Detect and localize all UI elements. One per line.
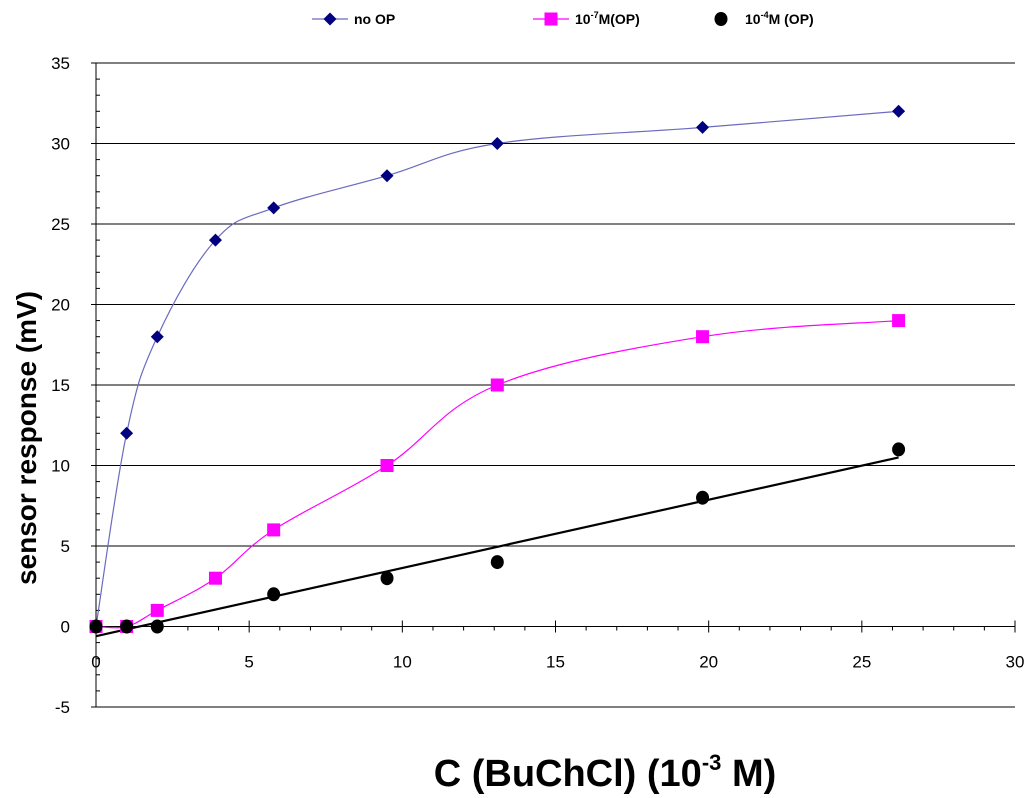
x-tick-label: 15	[546, 653, 565, 672]
data-point	[267, 201, 281, 215]
x-tick-label: 0	[91, 653, 100, 672]
data-point	[150, 330, 164, 344]
y-tick-label: 10	[51, 457, 70, 476]
data-point	[208, 233, 222, 247]
data-point	[892, 104, 906, 118]
legend-label-0: no OP	[354, 11, 395, 27]
y-tick-label: 5	[61, 537, 70, 556]
x-tick-label: 25	[852, 653, 871, 672]
x-tick-label: 30	[1006, 653, 1024, 672]
tick-labels: -5 0 5 10 15 20 25 30 35 0 5 10 15 20 25 30	[51, 54, 1024, 717]
y-tick-label: 30	[51, 135, 70, 154]
legend-label-2: 10-4M (OP)	[745, 10, 814, 27]
y-axis-title: sensor response (mV)	[11, 291, 42, 585]
data-point	[267, 587, 281, 602]
x-tick-label: 5	[244, 653, 253, 672]
data-point	[208, 571, 222, 585]
y-tick-label: 20	[51, 296, 70, 315]
x-axis-title: C (BuChCl) (10-3 M)	[434, 750, 777, 795]
data-point	[490, 555, 504, 570]
y-tick-label: 0	[61, 618, 70, 637]
axes	[91, 62, 1016, 708]
series-markers	[89, 104, 906, 634]
series-line-0	[95, 110, 899, 627]
data-point	[89, 619, 103, 634]
data-point	[490, 137, 504, 150]
data-point	[267, 523, 281, 537]
y-tick-label: 15	[51, 376, 70, 395]
data-point	[120, 619, 134, 634]
legend: no OP 10-7M(OP) 10-4M (OP)	[312, 10, 814, 27]
data-point	[380, 459, 394, 472]
x-tick-label: 10	[393, 653, 412, 672]
data-point	[696, 120, 710, 134]
y-tick-label: 35	[51, 54, 70, 73]
y-tick-label: -5	[55, 698, 70, 717]
data-point	[696, 330, 710, 344]
x-tick-label: 20	[699, 653, 718, 672]
data-point	[380, 571, 394, 586]
data-point	[892, 442, 906, 457]
data-point	[490, 378, 504, 392]
data-point	[696, 490, 710, 505]
data-point	[150, 603, 164, 617]
legend-marker-0	[323, 12, 337, 26]
data-point	[120, 426, 134, 440]
data-point	[380, 169, 394, 183]
data-point	[150, 619, 164, 634]
trendline-2	[95, 456, 899, 638]
legend-marker-1	[544, 12, 558, 26]
legend-label-1: 10-7M(OP)	[575, 10, 640, 27]
legend-marker-2	[714, 12, 728, 26]
gridlines	[96, 62, 1015, 708]
y-tick-label: 25	[51, 215, 70, 234]
data-point	[892, 314, 906, 328]
